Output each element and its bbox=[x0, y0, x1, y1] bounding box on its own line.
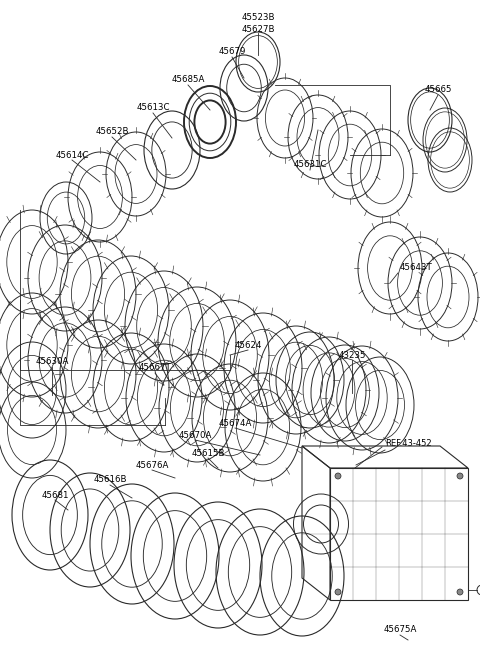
Text: 45675A: 45675A bbox=[384, 626, 417, 634]
Text: 45685A: 45685A bbox=[171, 75, 204, 85]
Text: 43235: 43235 bbox=[338, 350, 366, 359]
Ellipse shape bbox=[335, 473, 341, 479]
Text: 45681: 45681 bbox=[41, 491, 69, 499]
Text: 45652B: 45652B bbox=[95, 127, 129, 136]
Text: 45613C: 45613C bbox=[136, 104, 170, 112]
Text: 45674A: 45674A bbox=[218, 419, 252, 428]
Text: 45630A: 45630A bbox=[36, 358, 69, 367]
Text: 45627B: 45627B bbox=[241, 24, 275, 33]
Ellipse shape bbox=[457, 589, 463, 595]
Text: 45631C: 45631C bbox=[293, 161, 327, 169]
Ellipse shape bbox=[335, 589, 341, 595]
Text: 45614C: 45614C bbox=[55, 150, 89, 159]
Text: 45679: 45679 bbox=[218, 47, 246, 56]
Text: 45665: 45665 bbox=[424, 85, 452, 94]
Text: 45670A: 45670A bbox=[178, 430, 212, 440]
Ellipse shape bbox=[457, 473, 463, 479]
Text: 45643T: 45643T bbox=[400, 264, 433, 272]
Text: 45616B: 45616B bbox=[93, 476, 127, 485]
Text: 45523B: 45523B bbox=[241, 14, 275, 22]
Text: REF.43-452: REF.43-452 bbox=[385, 438, 432, 447]
Text: 45624: 45624 bbox=[234, 340, 262, 350]
Text: 45667T: 45667T bbox=[139, 363, 171, 373]
Text: 45676A: 45676A bbox=[135, 461, 168, 470]
Text: 45615B: 45615B bbox=[191, 449, 225, 457]
